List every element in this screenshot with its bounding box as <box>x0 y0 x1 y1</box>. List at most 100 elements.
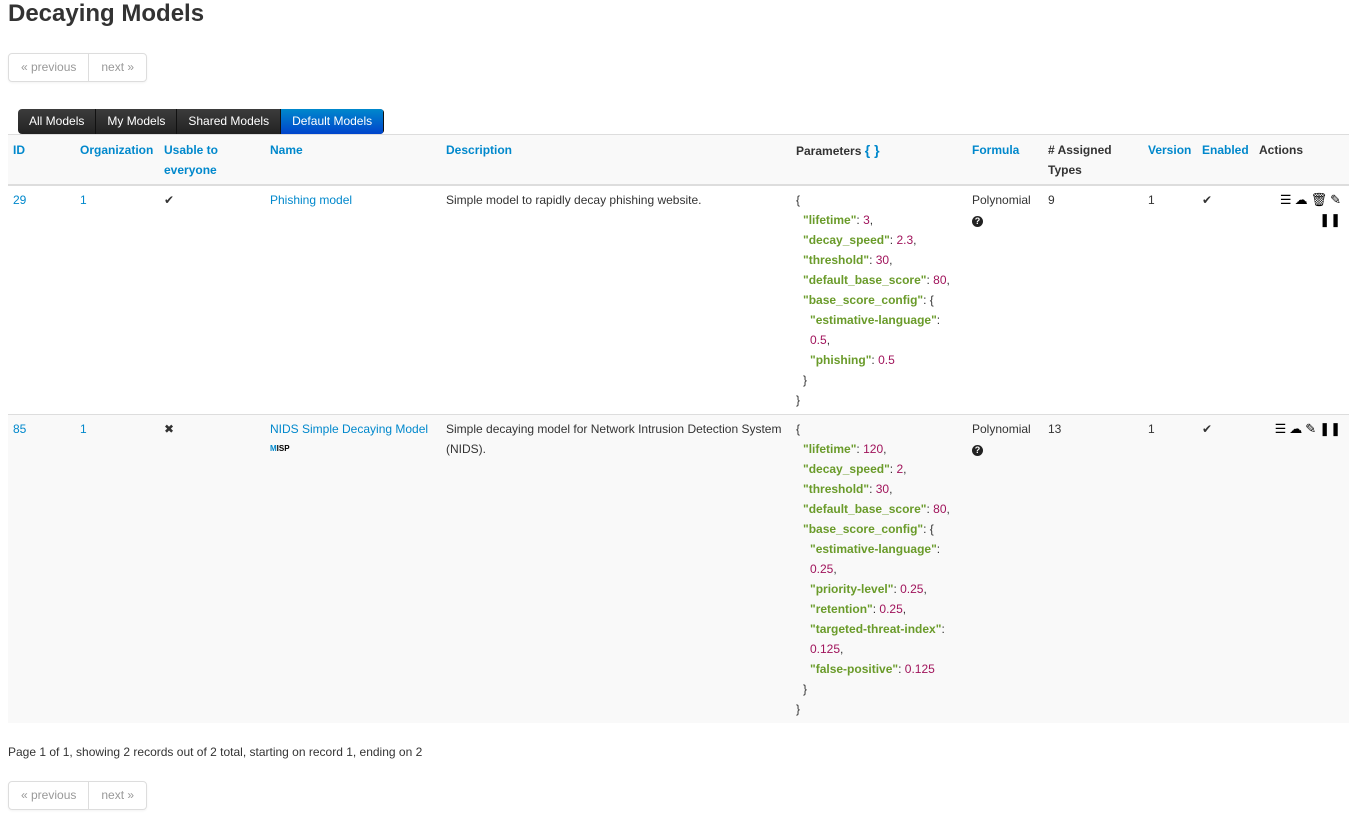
col-parameters: Parameters { } <box>791 134 967 186</box>
cloud-download-icon[interactable]: ☁ <box>1289 421 1303 436</box>
cross-icon: ✖ <box>159 414 265 723</box>
col-name[interactable]: Name <box>265 134 441 186</box>
previous-button[interactable]: « previous <box>21 60 77 74</box>
actions: ☰ ☁ ✎ ❚❚ <box>1254 414 1349 723</box>
model-filter-tabs: All Models My Models Shared Models Defau… <box>18 109 385 134</box>
cloud-download-icon[interactable]: ☁ <box>1294 192 1308 207</box>
param-key: "default_base_score" <box>803 502 927 516</box>
param-key: "retention" <box>810 602 873 616</box>
param-key: "targeted-threat-index" <box>810 622 942 636</box>
param-line: "estimative-language": 0.25, <box>810 542 941 576</box>
param-line: "lifetime": 120, <box>803 442 887 456</box>
param-value: 3 <box>863 213 870 227</box>
formula: Polynomial <box>972 193 1031 207</box>
param-value: 80 <box>933 273 947 287</box>
check-icon: ✔ <box>159 184 265 415</box>
col-enabled[interactable]: Enabled <box>1197 134 1254 186</box>
param-value: 80 <box>933 502 947 516</box>
brace-open: { <box>796 193 801 207</box>
param-line: "default_base_score": 80, <box>803 502 950 516</box>
param-key: "lifetime" <box>803 442 857 456</box>
model-name-link[interactable]: NIDS Simple Decaying Model <box>270 422 429 436</box>
assigned-types: 13 <box>1043 414 1143 723</box>
parameters-label: Parameters <box>796 144 862 158</box>
param-value: 0.5 <box>810 333 827 347</box>
col-usable[interactable]: Usable to everyone <box>159 134 265 186</box>
question-icon[interactable]: ? <box>972 445 983 456</box>
tab-my-models[interactable]: My Models <box>96 109 178 134</box>
version: 1 <box>1143 184 1197 415</box>
table-row: 29 1 ✔ Phishing model Simple model to ra… <box>8 184 1349 415</box>
pager-top: « previous next » <box>8 53 148 82</box>
param-value: 120 <box>863 442 884 456</box>
param-key: "decay_speed" <box>803 462 890 476</box>
organization-link[interactable]: 1 <box>80 422 87 436</box>
param-line: "lifetime": 3, <box>803 213 874 227</box>
param-value: 2.3 <box>896 233 914 247</box>
brace-open: { <box>796 422 801 436</box>
edit-icon[interactable]: ✎ <box>1305 421 1317 436</box>
list-icon[interactable]: ☰ <box>1279 192 1292 207</box>
param-value: 30 <box>875 253 890 267</box>
param-key: "phishing" <box>810 353 872 367</box>
param-key: "threshold" <box>803 482 870 496</box>
json-toggle-icon[interactable]: { } <box>864 142 880 158</box>
param-key: "threshold" <box>803 253 870 267</box>
param-line: "threshold": 30, <box>803 253 893 267</box>
parameters: {"lifetime": 3, "decay_speed": 2.3, "thres… <box>791 184 967 415</box>
page-title: Decaying Models <box>8 0 205 27</box>
description: Simple decaying model for Network Intrus… <box>441 414 791 723</box>
check-icon: ✔ <box>1197 184 1254 415</box>
param-value: 2 <box>896 462 904 476</box>
col-assigned-types: # Assigned Types <box>1043 134 1143 186</box>
pause-icon[interactable]: ❚❚ <box>1319 212 1341 227</box>
param-value: 30 <box>875 482 890 496</box>
param-line: "phishing": 0.5 <box>810 353 895 367</box>
param-line: "priority-level": 0.25, <box>810 582 927 596</box>
pause-icon[interactable]: ❚❚ <box>1319 421 1341 436</box>
list-icon[interactable]: ☰ <box>1274 421 1287 436</box>
pager-bottom: « previous next » <box>8 781 148 810</box>
tab-shared-models[interactable]: Shared Models <box>177 109 282 134</box>
misp-logo: MISP <box>270 444 290 453</box>
formula: Polynomial <box>972 422 1031 436</box>
models-table: ID Organization Usable to everyone Name … <box>8 134 1349 723</box>
col-description[interactable]: Description <box>441 134 791 186</box>
param-line: "base_score_config": { <box>803 522 934 536</box>
param-line: "decay_speed": 2, <box>803 462 907 476</box>
param-value: 0.125 <box>810 642 841 656</box>
param-key: "decay_speed" <box>803 233 890 247</box>
param-line: "default_base_score": 80, <box>803 273 950 287</box>
table-row: 85 1 ✖ NIDS Simple Decaying Model MISP Si… <box>8 414 1349 723</box>
param-value: 0.5 <box>878 353 895 367</box>
param-line: "retention": 0.25, <box>810 602 907 616</box>
param-line: "estimative-language": 0.5, <box>810 313 941 347</box>
trash-icon[interactable]: 🗑 <box>1310 192 1328 207</box>
parameters: {"lifetime": 120, "decay_speed": 2, "thres… <box>791 414 967 723</box>
col-organization[interactable]: Organization <box>75 134 159 186</box>
model-name-link[interactable]: Phishing model <box>270 193 353 207</box>
model-id-link[interactable]: 85 <box>13 422 27 436</box>
tab-default-models[interactable]: Default Models <box>281 109 385 134</box>
param-value: 0.25 <box>900 582 924 596</box>
param-line: "targeted-threat-index": 0.125, <box>810 622 945 656</box>
param-key: "lifetime" <box>803 213 857 227</box>
check-icon: ✔ <box>1197 414 1254 723</box>
param-value: 0.125 <box>904 662 935 676</box>
col-version[interactable]: Version <box>1143 134 1197 186</box>
organization-link[interactable]: 1 <box>80 193 87 207</box>
tab-all-models[interactable]: All Models <box>18 109 97 134</box>
edit-icon[interactable]: ✎ <box>1330 192 1341 207</box>
col-actions: Actions <box>1254 134 1349 186</box>
param-line: "base_score_config": { <box>803 293 934 307</box>
next-button[interactable]: next » <box>88 782 146 809</box>
param-key: "false-positive" <box>810 662 899 676</box>
actions: ☰ ☁ 🗑 ✎ ❚❚ <box>1254 184 1349 415</box>
previous-button[interactable]: « previous <box>21 788 77 802</box>
col-id[interactable]: ID <box>8 134 75 186</box>
pagination-summary: Page 1 of 1, showing 2 records out of 2 … <box>8 745 423 759</box>
model-id-link[interactable]: 29 <box>13 193 27 207</box>
question-icon[interactable]: ? <box>972 216 983 227</box>
next-button[interactable]: next » <box>88 54 146 81</box>
col-formula[interactable]: Formula <box>967 134 1043 186</box>
